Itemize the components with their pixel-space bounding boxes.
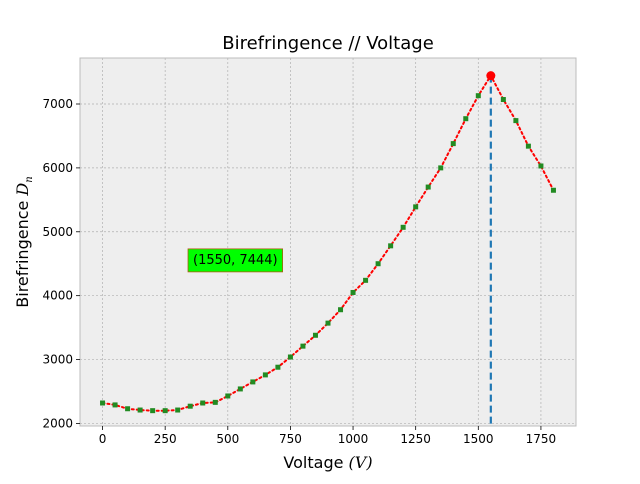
y-axis-label-subscript: n <box>24 176 35 182</box>
data-point <box>538 163 544 169</box>
data-point <box>100 400 106 406</box>
data-point <box>300 343 306 349</box>
y-axis-label: Birefringence Dn <box>13 176 35 307</box>
plot-frame <box>79 57 577 427</box>
data-point <box>200 400 206 406</box>
x-tick-label: 1250 <box>400 432 431 446</box>
y-tick-label: 3000 <box>42 353 73 367</box>
data-point <box>513 118 519 124</box>
plot-background <box>80 58 576 426</box>
data-point <box>262 372 268 378</box>
data-point <box>225 393 231 399</box>
data-point <box>413 204 419 210</box>
data-point <box>325 320 331 326</box>
data-point <box>275 364 281 370</box>
data-point <box>525 143 531 149</box>
y-tick-label: 4000 <box>42 289 73 303</box>
data-point <box>125 406 131 412</box>
x-tick-label: 1750 <box>526 432 557 446</box>
data-layer <box>100 71 556 426</box>
data-point <box>287 354 293 360</box>
data-point <box>375 261 381 267</box>
data-point <box>550 187 556 193</box>
data-point <box>175 407 181 413</box>
peak-annotation-text: (1550, 7444) <box>193 253 278 268</box>
x-tick-label: 0 <box>99 432 107 446</box>
ticks: 0 250 500 750 1000 1250 1500 1750 2000 3000 4000 50… <box>42 97 556 446</box>
chart-title: Birefringence // Voltage <box>222 33 434 54</box>
x-tick-label: 250 <box>154 432 177 446</box>
grid <box>80 58 576 426</box>
data-point <box>162 408 168 414</box>
x-tick-label: 750 <box>279 432 302 446</box>
y-tick-label: 2000 <box>42 416 73 430</box>
data-point <box>500 97 506 103</box>
data-point <box>112 402 118 408</box>
x-axis-label-unit: (V) <box>349 453 373 472</box>
data-point <box>250 379 256 385</box>
data-point <box>212 399 218 405</box>
data-point <box>400 224 406 230</box>
peak-annotation-box <box>187 248 284 273</box>
y-tick-label: 7000 <box>42 97 73 111</box>
y-tick-label: 5000 <box>42 225 73 239</box>
x-tick-label: 1000 <box>338 432 369 446</box>
data-point <box>312 332 318 338</box>
peak-annotation: (1550, 7444) <box>187 248 284 273</box>
y-axis-label-text: Birefringence <box>13 201 32 308</box>
data-point <box>363 277 369 283</box>
y-axis-label-symbol: D <box>13 183 32 197</box>
data-point <box>350 289 356 295</box>
data-point <box>450 141 456 147</box>
data-point <box>137 407 143 413</box>
data-point <box>438 165 444 171</box>
data-point <box>475 93 481 99</box>
data-point <box>425 184 431 190</box>
x-axis-label: Voltage (V) <box>283 453 372 472</box>
data-point <box>338 307 344 313</box>
x-tick-label: 1500 <box>463 432 494 446</box>
data-point <box>388 243 394 249</box>
x-axis-label-text: Voltage <box>283 453 343 472</box>
data-point <box>150 408 156 414</box>
data-point <box>237 386 243 392</box>
data-point <box>187 403 193 409</box>
y-tick-label: 6000 <box>42 161 73 175</box>
data-point <box>463 116 469 122</box>
peak-marker <box>486 71 496 81</box>
x-tick-label: 500 <box>216 432 239 446</box>
